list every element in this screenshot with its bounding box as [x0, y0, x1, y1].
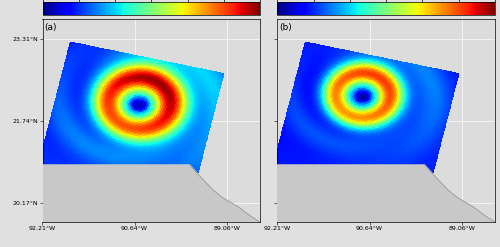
Text: (a): (a) [44, 23, 57, 32]
Polygon shape [42, 165, 260, 222]
Text: (b): (b) [280, 23, 292, 32]
Polygon shape [278, 165, 495, 222]
